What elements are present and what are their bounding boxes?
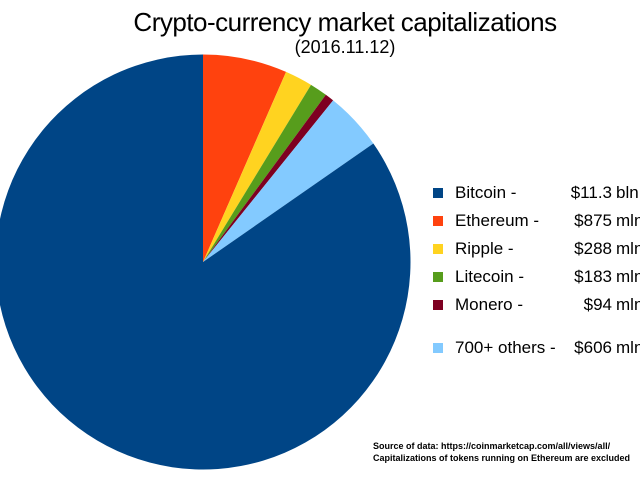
pie-slice-ripple [203, 71, 312, 262]
pie-slice-monero [203, 94, 334, 262]
legend-value: $11.3 [570, 183, 612, 202]
chart-subtitle: (2016.11.12) [294, 37, 396, 57]
legend-row-ethereum: Ethereum - $875 mln [433, 207, 640, 235]
pie-slice-bitcoin [0, 54, 411, 470]
pie-chart [0, 54, 411, 470]
source-note-line2: Capitalizations of tokens running on Eth… [373, 452, 631, 463]
legend-unit: mln [616, 267, 640, 286]
legend-swatch-ripple [433, 244, 443, 254]
legend-label: 700+ others - [455, 338, 556, 357]
legend-unit: mln [616, 338, 640, 357]
legend-swatch-litecoin [433, 272, 443, 282]
legend-row-bitcoin: Bitcoin - $11.3 bln [433, 179, 640, 207]
legend-value: $288 [574, 239, 612, 258]
legend-value: $606 [574, 338, 612, 357]
pie-slice-700-others [203, 100, 374, 262]
legend-row-monero: Monero - $94 mln [433, 291, 640, 319]
legend-label: Ripple - [455, 239, 514, 258]
legend-swatch-bitcoin [433, 188, 443, 198]
legend-label: Monero - [455, 295, 524, 314]
legend-value: $875 [574, 211, 612, 230]
legend-row-ripple: Ripple - $288 mln [433, 235, 640, 263]
legend: Bitcoin - $11.3 bln Ethereum - $875 mln Ripple… [433, 179, 640, 362]
legend-unit: mln [616, 239, 640, 258]
legend-label: Ethereum - [455, 211, 540, 230]
legend-value: $94 [583, 295, 612, 314]
legend-unit: mln [616, 211, 640, 230]
legend-swatch-700-others [433, 343, 443, 353]
legend-swatch-ethereum [433, 216, 443, 226]
pie-slice-ethereum [203, 54, 287, 262]
legend-label: Bitcoin - [455, 183, 517, 202]
chart-title: Crypto-currency market capitalizations [133, 7, 557, 37]
legend-unit: mln [616, 295, 640, 314]
legend-value: $183 [574, 267, 612, 286]
legend-row-700-others: 700+ others - $606 mln [433, 334, 640, 362]
pie-svg [0, 54, 411, 470]
pie-slice-litecoin [203, 84, 326, 262]
source-note: Source of data: https://coinmarketcap.co… [373, 441, 630, 464]
legend-unit: bln [616, 183, 639, 202]
legend-swatch-monero [433, 300, 443, 310]
legend-label: Litecoin - [455, 267, 524, 286]
legend-row-litecoin: Litecoin - $183 mln [433, 263, 640, 291]
source-note-line1: Source of data: https://coinmarketcap.co… [373, 441, 611, 451]
